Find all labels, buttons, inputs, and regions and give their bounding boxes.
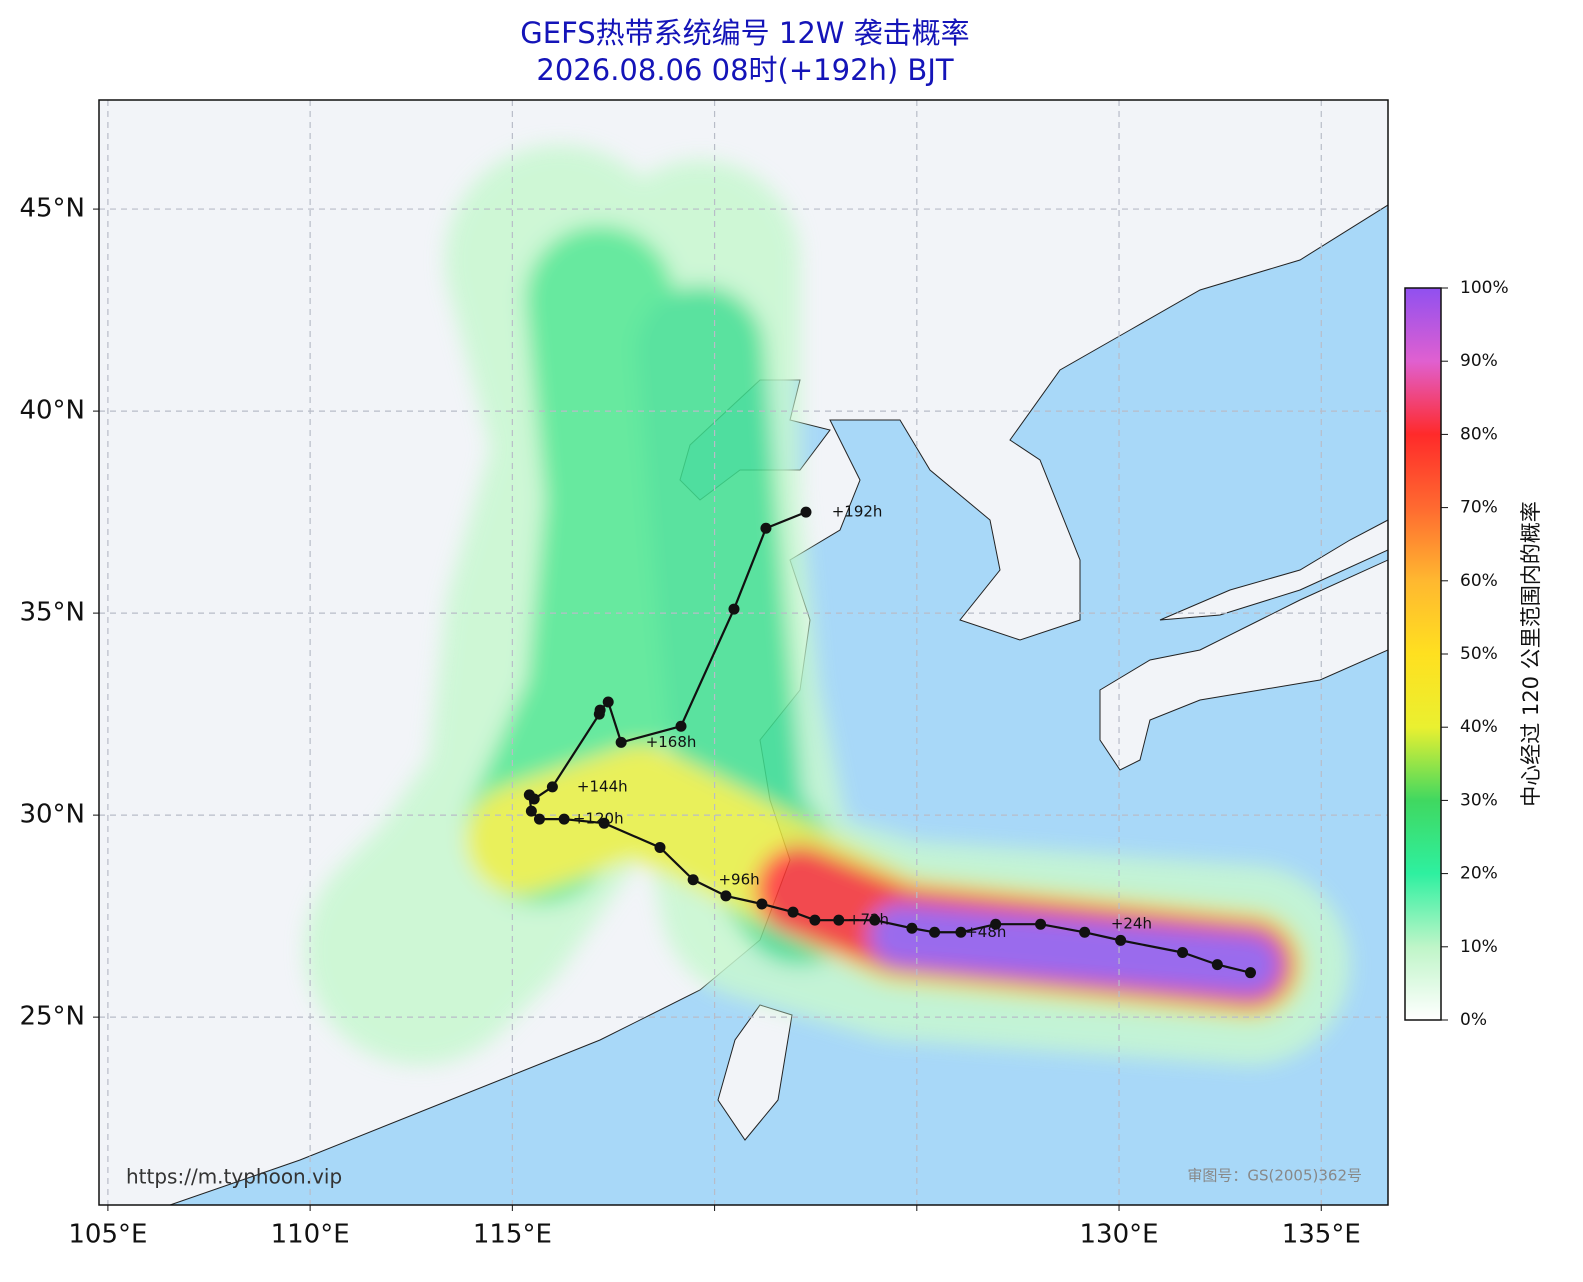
colorbar-tick-label: 70% bbox=[1460, 498, 1498, 518]
x-tick-label: 130°E bbox=[1080, 1220, 1159, 1250]
track-point bbox=[615, 736, 627, 748]
track-point bbox=[687, 874, 699, 886]
y-tick-label: 30°N bbox=[19, 800, 85, 830]
track-point bbox=[1211, 959, 1223, 971]
y-tick-label: 45°N bbox=[19, 194, 85, 224]
track-point bbox=[720, 890, 732, 902]
time-label: +120h bbox=[573, 810, 624, 828]
track-point bbox=[598, 817, 610, 829]
japan-north bbox=[1159, 519, 1388, 621]
track-point bbox=[809, 914, 821, 926]
track-point bbox=[906, 922, 918, 934]
track-point bbox=[594, 704, 606, 716]
time-label: +24h bbox=[1111, 915, 1152, 933]
time-label: +48h bbox=[965, 923, 1006, 941]
track-point bbox=[525, 805, 537, 817]
track-point bbox=[929, 926, 941, 938]
track-point bbox=[602, 696, 614, 708]
colorbar-tick-label: 10% bbox=[1460, 937, 1498, 957]
subtitle: 2026.08.06 08时(+192h) BJT bbox=[536, 53, 953, 87]
y-tick-label: 25°N bbox=[19, 1002, 85, 1032]
track-point bbox=[1079, 926, 1091, 938]
y-tick-label: 40°N bbox=[19, 396, 85, 426]
track-point bbox=[1177, 946, 1189, 958]
x-tick-label: 115°E bbox=[473, 1220, 552, 1250]
track-point bbox=[756, 898, 768, 910]
track-point bbox=[1244, 967, 1256, 979]
dynamic-layer: 105°E 110°E 115°E 130°E 135°E 25°N 30°N 35°N 40°… bbox=[19, 100, 1509, 1250]
colorbar-tick-label: 80% bbox=[1460, 424, 1498, 444]
colorbar-tick-label: 50% bbox=[1460, 644, 1498, 664]
source-url: https://m.typhoon.vip bbox=[126, 1165, 342, 1189]
track-point bbox=[1035, 918, 1047, 930]
track-point bbox=[760, 522, 772, 534]
track-point bbox=[728, 603, 740, 615]
japan bbox=[1099, 559, 1388, 771]
time-label: +168h bbox=[646, 733, 697, 751]
probability-swath bbox=[305, 145, 1350, 1065]
time-label: +96h bbox=[718, 870, 759, 888]
colorbar-tick-label: 100% bbox=[1460, 278, 1509, 298]
title: GEFS热带系统编号 12W 袭击概率 bbox=[520, 16, 969, 50]
track-point bbox=[787, 906, 799, 918]
track-point bbox=[675, 720, 687, 732]
track-point bbox=[528, 793, 540, 805]
track-point bbox=[869, 914, 881, 926]
colorbar-label: 中心经过 120 公里范围内的概率 bbox=[1519, 501, 1543, 806]
x-tick-label: 135°E bbox=[1282, 1220, 1361, 1250]
x-tick-label: 105°E bbox=[68, 1220, 147, 1250]
colorbar-tick-label: 60% bbox=[1460, 571, 1498, 591]
time-label: +72h bbox=[848, 911, 889, 929]
colorbar-tick-label: 40% bbox=[1460, 717, 1498, 737]
time-label: +192h bbox=[832, 503, 883, 521]
track-point bbox=[533, 813, 545, 825]
colorbar-tick-label: 20% bbox=[1460, 864, 1498, 884]
track-point bbox=[990, 918, 1002, 930]
x-tick-label: 110°E bbox=[271, 1220, 350, 1250]
plot-frame bbox=[98, 99, 1389, 1206]
y-tick-label: 35°N bbox=[19, 598, 85, 628]
colorbar-tick-label: 30% bbox=[1460, 790, 1498, 810]
track-point bbox=[654, 841, 666, 853]
track-point bbox=[800, 506, 812, 518]
time-label: +144h bbox=[577, 777, 628, 795]
colorbar-tick-label: 0% bbox=[1460, 1010, 1487, 1030]
taiwan bbox=[717, 1004, 793, 1141]
colorbar-tick-label: 90% bbox=[1460, 351, 1498, 371]
map-area bbox=[99, 100, 1388, 1205]
track-point bbox=[1115, 934, 1127, 946]
track-point bbox=[833, 914, 845, 926]
track-point bbox=[558, 813, 570, 825]
map-approval: 审图号：GS(2005)362号 bbox=[1187, 1167, 1362, 1185]
track-point bbox=[546, 781, 558, 793]
track-point bbox=[955, 926, 967, 938]
colorbar bbox=[1404, 287, 1442, 1021]
